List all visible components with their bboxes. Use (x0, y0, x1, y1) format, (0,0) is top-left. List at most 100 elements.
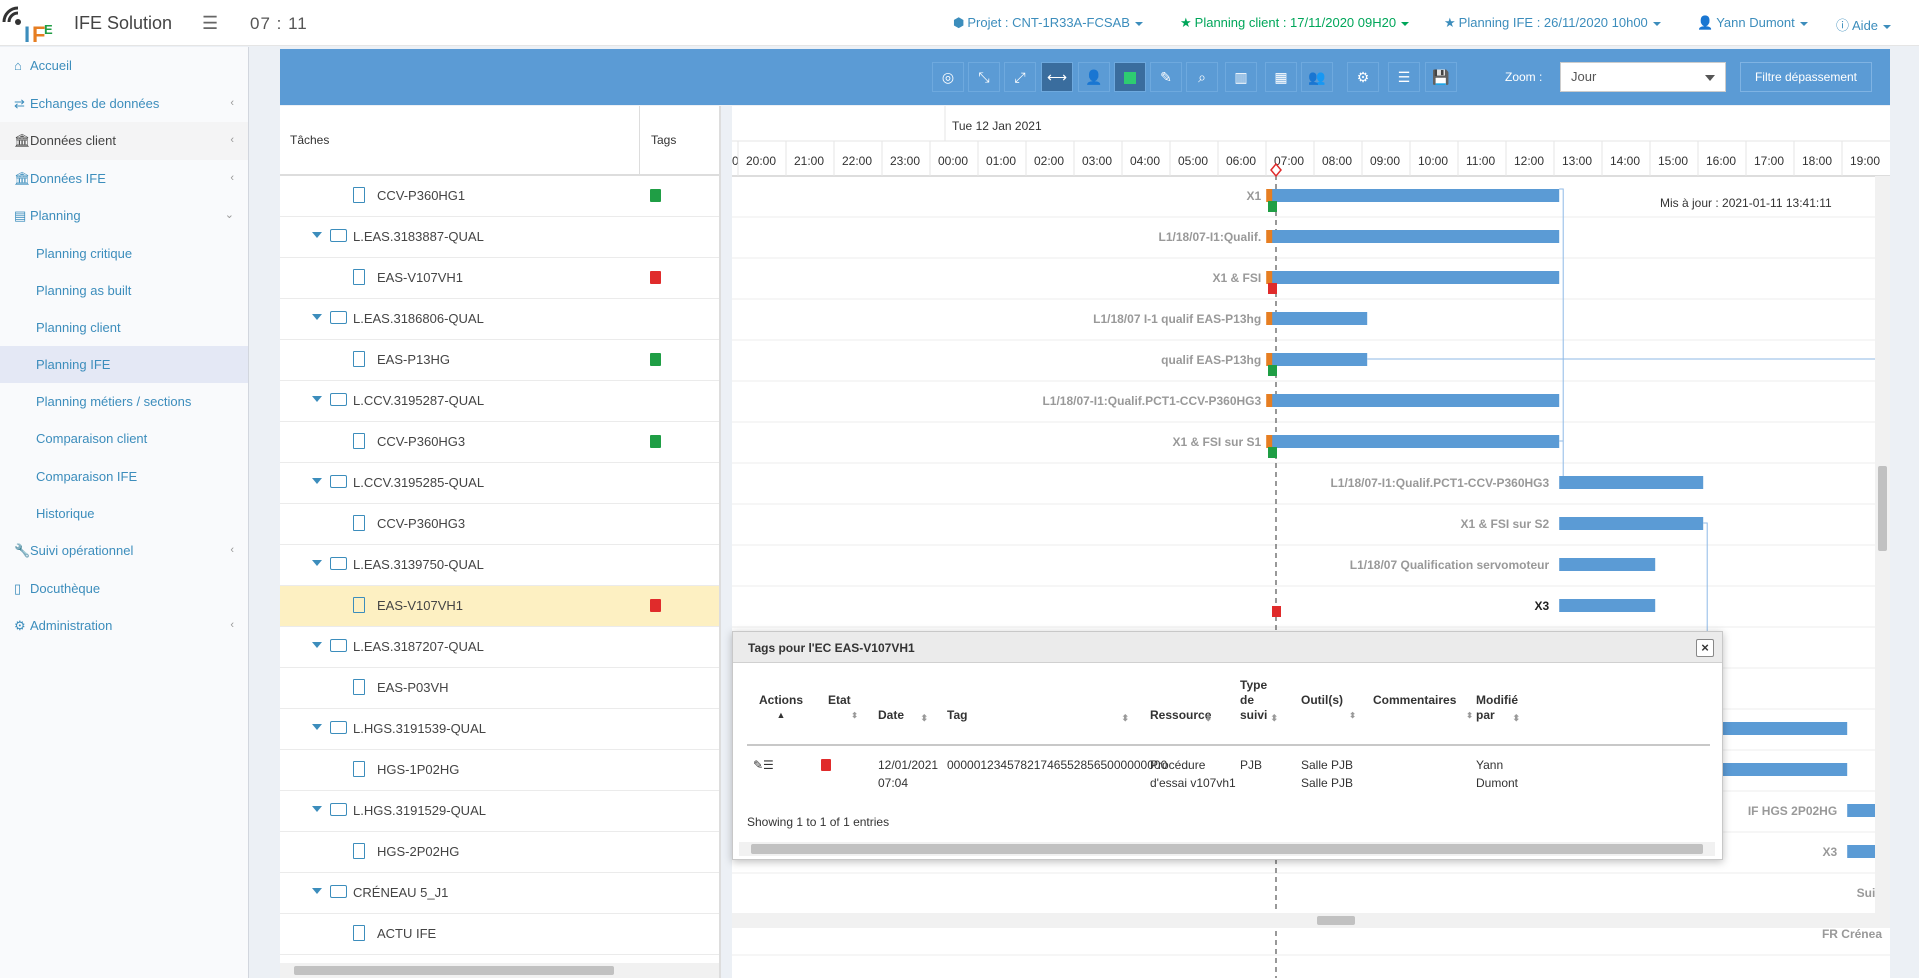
filtre-depassement-button[interactable]: Filtre dépassement (1740, 62, 1872, 92)
sidebar-subitem-historique[interactable]: Historique (36, 505, 95, 521)
sidebar-subitem-planning-client[interactable]: Planning client (36, 319, 121, 335)
chevron-down-icon[interactable] (312, 232, 322, 238)
column-header-actions[interactable]: Actions ▲ (759, 693, 803, 723)
bar-chart-icon[interactable]: ▥ (1225, 62, 1257, 92)
sidebar-item-administration[interactable]: ⚙ Administration ‹ (0, 607, 248, 645)
planning-client-dropdown[interactable]: ★ Planning client : 17/11/2020 09H20 (1180, 15, 1410, 31)
cogs-icon[interactable]: ⚙ (1347, 62, 1379, 92)
column-header-etat[interactable]: Etat ⬍ (828, 693, 858, 723)
sidebar-subitem-planning-critique[interactable]: Planning critique (36, 245, 133, 261)
chevron-down-icon[interactable] (312, 888, 322, 894)
column-header-commentaires[interactable]: Commentaires ⬍ (1373, 693, 1473, 723)
fit-width-icon[interactable]: ⟷ (1041, 62, 1073, 92)
tag-green-icon[interactable] (650, 435, 661, 448)
task-bar[interactable] (1847, 804, 1881, 817)
task-bar[interactable] (1847, 845, 1881, 858)
chevron-down-icon[interactable] (312, 560, 322, 566)
grid-horizontal-scrollbar[interactable] (280, 963, 719, 978)
task-bar[interactable] (1703, 722, 1848, 735)
tag-red-icon[interactable] (650, 271, 661, 284)
tag-red-icon[interactable] (650, 599, 661, 612)
task-bar[interactable] (1271, 189, 1560, 202)
task-bar[interactable] (1271, 394, 1560, 407)
task-group-row[interactable]: L.CCV.3195287-QUAL (280, 381, 719, 422)
task-group-row[interactable]: L.CCV.3195285-QUAL (280, 463, 719, 504)
task-bar[interactable] (1271, 435, 1560, 448)
column-header-type-suivi[interactable]: Type de suivi ⬍ (1240, 678, 1278, 723)
help-dropdown[interactable]: ⓘ Aide (1836, 15, 1892, 34)
collapse-icon[interactable]: ⤡ (968, 62, 1000, 92)
close-icon[interactable]: × (1696, 639, 1714, 657)
sidebar-item-donnees-ife[interactable]: 🏛Données IFE ‹ (0, 160, 248, 198)
sidebar-item-donnees-client[interactable]: 🏛Données client ‹ (0, 122, 248, 160)
sidebar-subitem-comparaison-client[interactable]: Comparaison client (36, 431, 148, 447)
task-group-row[interactable]: L.EAS.3187207-QUAL (280, 627, 719, 668)
task-group-row[interactable]: L.EAS.3139750-QUAL (280, 545, 719, 586)
task-row[interactable]: HGS-1P02HG (280, 750, 719, 791)
chevron-down-icon[interactable] (312, 724, 322, 730)
column-header-taches[interactable]: Tâches (290, 133, 330, 147)
column-header-ressource[interactable]: Ressource ⬍ (1150, 708, 1212, 723)
dialog-horizontal-scrollbar[interactable] (739, 842, 1715, 856)
task-bar[interactable] (1559, 558, 1656, 571)
column-header-date[interactable]: Date ⬍ (878, 708, 928, 723)
task-group-row[interactable]: L.EAS.3186806-QUAL (280, 299, 719, 340)
task-bar[interactable] (1559, 517, 1704, 530)
task-row[interactable]: EAS-P13HG (280, 340, 719, 381)
sidebar-item-suivi-operationnel[interactable]: 🔧Suivi opérationnel ‹ (0, 532, 248, 570)
task-bar[interactable] (1559, 476, 1704, 489)
sidebar-item-docutheque[interactable]: ▯ Docuthèque (0, 570, 248, 608)
task-bar[interactable] (1271, 271, 1560, 284)
task-bar[interactable] (1271, 353, 1368, 366)
tag-red-icon[interactable] (1272, 606, 1281, 617)
chevron-down-icon[interactable] (312, 642, 322, 648)
chevron-down-icon[interactable] (312, 806, 322, 812)
task-row[interactable]: EAS-V107VH1 (280, 586, 719, 627)
sidebar-subitem-planning-ife[interactable]: Planning IFE (0, 346, 248, 384)
task-row[interactable]: CCV-P360HG3 (280, 504, 719, 545)
column-header-tags[interactable]: Tags (651, 133, 677, 147)
target-icon[interactable]: ◎ (932, 62, 964, 92)
task-row[interactable]: HGS-2P02HG (280, 832, 719, 873)
column-header-modifie-par[interactable]: Modifié par ⬍ (1476, 693, 1520, 723)
task-bar[interactable] (1271, 230, 1560, 243)
task-group-row[interactable]: L.HGS.3191539-QUAL (280, 709, 719, 750)
chevron-down-icon[interactable] (312, 478, 322, 484)
column-header-tag[interactable]: Tag ⬍ (947, 708, 1129, 723)
group-icon[interactable]: 👥 (1301, 62, 1333, 92)
task-row[interactable]: CCV-P360HG3 (280, 422, 719, 463)
chevron-down-icon[interactable] (312, 314, 322, 320)
task-group-row[interactable]: L.EAS.3183887-QUAL (280, 217, 719, 258)
column-header-outils[interactable]: Outil(s) ⬍ (1301, 693, 1356, 723)
task-bar[interactable] (1271, 312, 1368, 325)
task-row[interactable]: EAS-V107VH1 (280, 258, 719, 299)
task-group-row[interactable]: CRÉNEAU 5_J1 (280, 873, 719, 914)
user-dropdown[interactable]: 👤 Yann Dumont (1697, 15, 1808, 31)
list-icon[interactable]: ☰ (1388, 62, 1420, 92)
zoom-select[interactable]: Jour (1560, 62, 1726, 92)
tag-green-icon[interactable] (1268, 201, 1277, 212)
task-group-row[interactable]: L.HGS.3191529-QUAL (280, 791, 719, 832)
chevron-down-icon[interactable] (312, 396, 322, 402)
user-icon[interactable]: 👤 (1078, 62, 1110, 92)
sidebar-subitem-planning-as-built[interactable]: Planning as built (36, 282, 132, 298)
chart-vertical-scrollbar[interactable] (1875, 176, 1890, 913)
marker-icon[interactable]: ✎ (1150, 62, 1182, 92)
calendar-x-icon[interactable]: ▦ (1265, 62, 1297, 92)
search-icon[interactable]: ⌕ (1186, 62, 1218, 92)
sidebar-subitem-comparaison-ife[interactable]: Comparaison IFE (36, 468, 138, 484)
task-bar[interactable] (1703, 763, 1848, 776)
save-icon[interactable]: 💾 (1425, 62, 1457, 92)
tag-green-icon[interactable] (650, 189, 661, 202)
tag-green-icon[interactable] (1268, 447, 1277, 458)
sidebar-item-planning[interactable]: ▤ Planning ⌄ (0, 197, 248, 235)
expand-icon[interactable]: ⤢ (1004, 62, 1036, 92)
planning-ife-dropdown[interactable]: ★ Planning IFE : 26/11/2020 10h00 (1444, 15, 1661, 31)
tag-green-icon[interactable] (650, 353, 661, 366)
task-row[interactable]: ACTU IFE (280, 914, 719, 955)
project-dropdown[interactable]: ⬢ Projet : CNT-1R33A-FCSAB (953, 15, 1143, 31)
tag-green-icon[interactable] (1268, 365, 1277, 376)
color-square-icon[interactable] (1114, 62, 1146, 92)
task-row[interactable]: CCV-P360HG1 (280, 176, 719, 217)
edit-list-icon[interactable]: ✎☰ (753, 758, 774, 772)
